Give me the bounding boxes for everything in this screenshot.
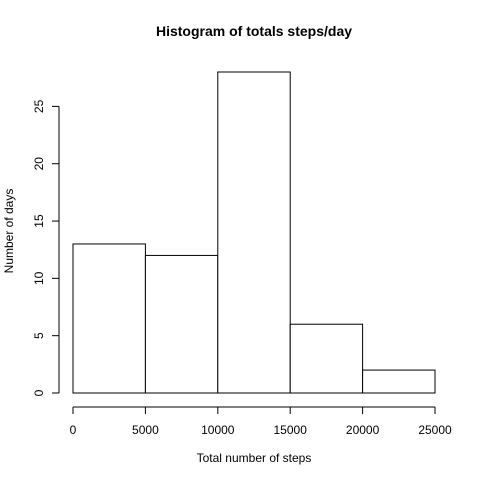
bars-group (72, 71, 436, 394)
x-tick-label-2: 10000 (201, 423, 235, 437)
y-tick-label-4: 20 (32, 157, 46, 171)
y-tick-label-5: 25 (32, 99, 46, 113)
x-tick-label-5: 25000 (418, 423, 452, 437)
histogram-bar-3 (289, 323, 364, 394)
chart-title: Histogram of totals steps/day (156, 23, 352, 39)
x-tick-label-0: 0 (70, 423, 77, 437)
x-tick-label-1: 5000 (132, 423, 159, 437)
x-axis-label: Total number of steps (197, 451, 312, 465)
histogram-bar-4 (362, 369, 436, 394)
x-tick-label-3: 15000 (274, 423, 308, 437)
x-axis: 0 5000 10000 15000 20000 25000 (70, 406, 452, 437)
y-tick-label-2: 10 (32, 271, 46, 285)
y-axis: 0 5 10 15 20 25 (32, 99, 60, 396)
y-tick-label-1: 5 (32, 332, 46, 339)
y-axis-label: Number of days (2, 189, 16, 274)
x-tick-label-4: 20000 (346, 423, 380, 437)
y-tick-label-0: 0 (32, 389, 46, 396)
histogram-bar-2 (217, 71, 291, 394)
histogram-bar-0 (72, 243, 146, 394)
histogram-bar-1 (144, 254, 219, 394)
y-tick-label-3: 15 (32, 214, 46, 228)
